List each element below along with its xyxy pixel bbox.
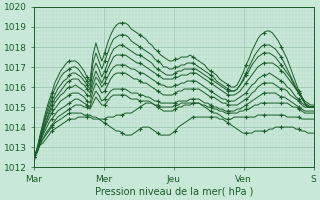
X-axis label: Pression niveau de la mer( hPa ): Pression niveau de la mer( hPa ) (95, 187, 253, 197)
